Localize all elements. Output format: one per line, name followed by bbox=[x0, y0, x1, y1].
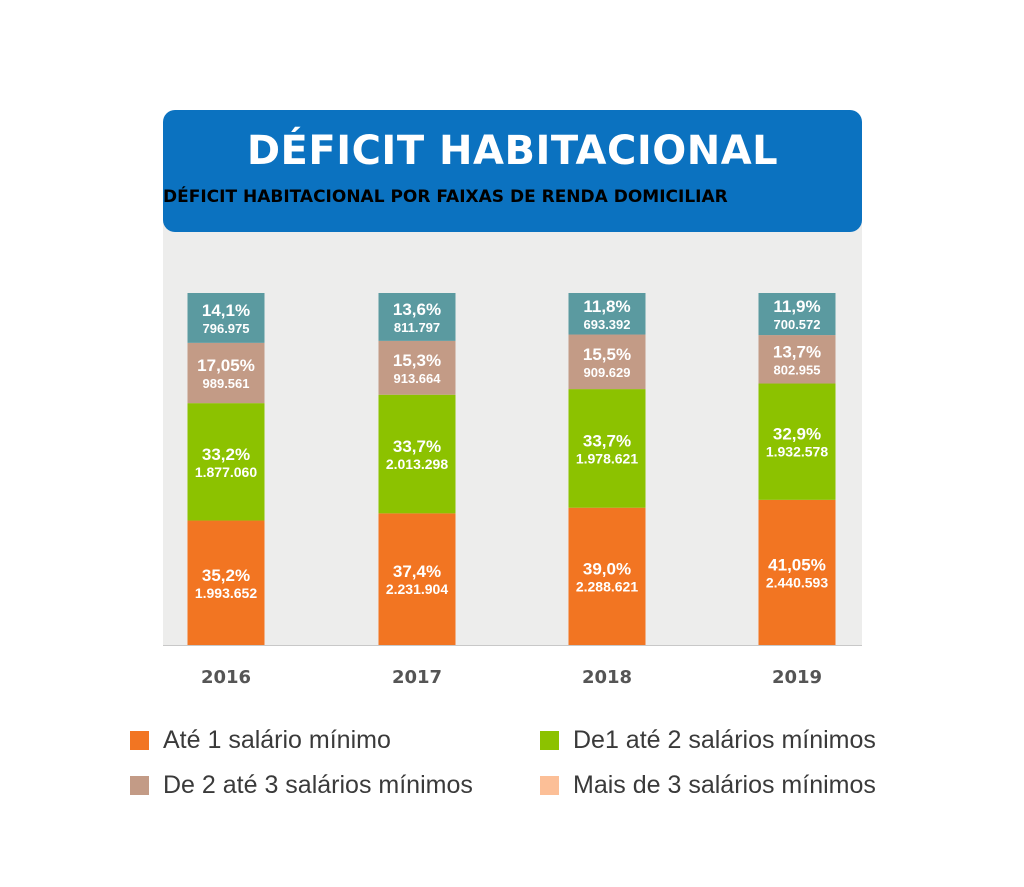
data-label-count: 2.440.593 bbox=[766, 574, 828, 590]
data-label-percent: 15,3% bbox=[393, 351, 441, 370]
data-label-percent: 33,2% bbox=[202, 445, 250, 464]
legend-item-1-a-2: De1 até 2 salários mínimos bbox=[540, 725, 876, 755]
bar-segment bbox=[378, 394, 456, 514]
x-tick-label: 2018 bbox=[582, 667, 632, 688]
data-label-percent: 13,6% bbox=[393, 300, 441, 319]
legend-item-ate-1: Até 1 salário mínimo bbox=[130, 725, 391, 755]
legend-label: De 2 até 3 salários mínimos bbox=[163, 771, 473, 799]
data-label-percent: 13,7% bbox=[773, 342, 821, 361]
data-label-count: 700.572 bbox=[774, 317, 821, 332]
data-label-percent: 14,1% bbox=[202, 301, 250, 320]
x-tick-label: 2019 bbox=[772, 667, 822, 688]
data-label-percent: 33,7% bbox=[583, 431, 631, 450]
bar-segment bbox=[568, 293, 646, 335]
bar-segment bbox=[568, 389, 646, 508]
legend-item-2-a-3: De 2 até 3 salários mínimos bbox=[130, 770, 473, 800]
data-label-count: 693.392 bbox=[584, 317, 631, 332]
title-banner: DÉFICIT HABITACIONAL bbox=[163, 110, 862, 232]
data-label-count: 1.877.060 bbox=[195, 464, 257, 480]
legend-label: De1 até 2 salários mínimos bbox=[573, 726, 876, 754]
data-label-percent: 11,9% bbox=[773, 297, 820, 316]
data-label-percent: 11,8% bbox=[583, 297, 630, 316]
data-label-count: 1.932.578 bbox=[766, 444, 828, 460]
data-label-percent: 39,0% bbox=[583, 559, 631, 578]
data-label-count: 802.955 bbox=[774, 362, 821, 377]
data-label-percent: 33,7% bbox=[393, 437, 441, 456]
legend-item-mais-3: Mais de 3 salários mínimos bbox=[540, 770, 876, 800]
data-label-percent: 17,05% bbox=[197, 356, 255, 375]
data-label-count: 989.561 bbox=[203, 376, 250, 391]
bar-segment bbox=[758, 499, 836, 645]
data-label-count: 2.288.621 bbox=[576, 578, 638, 594]
data-label-percent: 32,9% bbox=[773, 425, 821, 444]
bar-segment bbox=[187, 403, 265, 521]
x-tick-label: 2016 bbox=[201, 667, 251, 688]
bar-segment bbox=[758, 335, 836, 384]
legend-swatch bbox=[540, 776, 559, 795]
data-label-count: 909.629 bbox=[584, 365, 631, 380]
bar-segment bbox=[187, 342, 265, 404]
bar-segment bbox=[758, 383, 836, 500]
data-label-percent: 15,5% bbox=[583, 345, 631, 364]
data-label-count: 2.231.904 bbox=[386, 581, 448, 597]
bar-segment bbox=[378, 513, 456, 645]
x-tick-label: 2017 bbox=[392, 667, 442, 688]
legend-swatch bbox=[540, 731, 559, 750]
chart-panel bbox=[163, 172, 862, 646]
legend-label: Mais de 3 salários mínimos bbox=[573, 771, 876, 799]
data-label-percent: 35,2% bbox=[202, 566, 250, 585]
legend-swatch bbox=[130, 731, 149, 750]
data-label-percent: 37,4% bbox=[393, 562, 441, 581]
data-label-percent: 41,05% bbox=[768, 555, 826, 574]
data-label-count: 913.664 bbox=[394, 371, 442, 386]
bar-segment bbox=[758, 293, 836, 336]
data-label-count: 796.975 bbox=[203, 321, 250, 336]
bar-segment bbox=[187, 293, 265, 343]
bar-segment bbox=[187, 520, 265, 645]
data-label-count: 2.013.298 bbox=[386, 456, 448, 472]
legend-swatch bbox=[130, 776, 149, 795]
data-label-count: 1.978.621 bbox=[576, 450, 638, 466]
bar-segment bbox=[378, 340, 456, 395]
chart-subtitle: DÉFICIT HABITACIONAL POR FAIXAS DE RENDA… bbox=[163, 187, 728, 207]
data-label-count: 1.993.652 bbox=[195, 585, 257, 601]
bar-segment bbox=[378, 293, 456, 341]
bar-segment bbox=[568, 334, 646, 390]
chart-title: DÉFICIT HABITACIONAL bbox=[246, 128, 779, 174]
data-label-count: 811.797 bbox=[394, 320, 440, 335]
bar-segment bbox=[568, 507, 646, 645]
legend-label: Até 1 salário mínimo bbox=[163, 726, 391, 754]
